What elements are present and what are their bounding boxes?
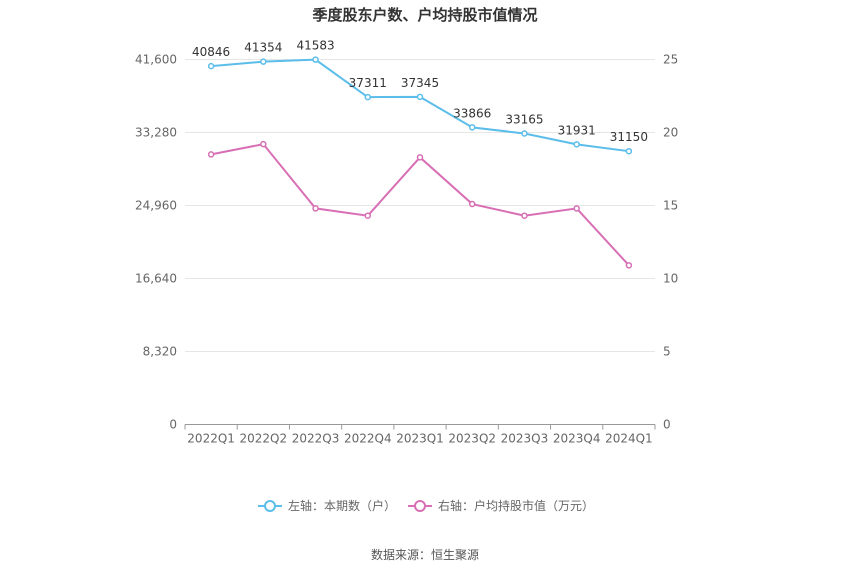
- data-point: [468, 124, 476, 131]
- data-point: [573, 205, 580, 212]
- x-axis-tick-label: 2023Q1: [396, 432, 444, 446]
- left-axis-tick-label: 0: [169, 418, 177, 432]
- data-label: 31150: [610, 130, 648, 144]
- x-axis-tick-label: 2022Q3: [292, 432, 340, 446]
- data-point: [625, 262, 633, 269]
- data-point: [364, 212, 372, 219]
- data-label: 31931: [558, 123, 596, 137]
- data-label: 41583: [296, 39, 334, 53]
- left-axis-tick-label: 8,320: [143, 345, 177, 359]
- data-point: [260, 58, 267, 65]
- data-point: [521, 130, 528, 137]
- legend[interactable]: 左轴：本期数（户） 右轴：户均持股市值（万元）: [258, 498, 594, 513]
- data-point: [625, 147, 633, 155]
- data-label: 33866: [453, 106, 491, 120]
- right-axis-tick-label: 15: [663, 199, 678, 213]
- data-source-note: 数据来源：恒生聚源: [371, 547, 479, 562]
- data-point: [416, 93, 424, 101]
- x-axis-tick-label: 2024Q1: [605, 432, 653, 446]
- data-point: [468, 200, 476, 208]
- series-line-shareholder-count: [211, 58, 630, 153]
- data-point: [207, 151, 215, 158]
- left-axis-tick-label: 41,600: [135, 53, 177, 67]
- x-axis-tick-label: 2023Q2: [448, 432, 496, 446]
- legend-marker: [414, 500, 426, 512]
- legend-label: 左轴：本期数（户）: [288, 498, 396, 513]
- x-axis-tick-label: 2022Q1: [187, 432, 235, 446]
- legend-marker: [264, 500, 276, 512]
- x-axis-tick-label: 2023Q3: [501, 432, 549, 446]
- data-label: 37345: [401, 76, 439, 90]
- data-label: 41354: [244, 41, 282, 55]
- left-axis-tick-label: 16,640: [135, 272, 177, 286]
- right-axis-tick-label: 20: [663, 126, 678, 140]
- right-axis-tick-label: 10: [663, 272, 678, 286]
- data-point: [573, 141, 580, 148]
- data-point: [312, 56, 319, 63]
- legend-item-shareholder-count[interactable]: 左轴：本期数（户）: [258, 498, 396, 513]
- data-label: 33165: [505, 113, 543, 127]
- data-label: 40846: [192, 45, 230, 59]
- right-axis-tick-label: 25: [663, 53, 678, 67]
- legend-item-avg-holding-value[interactable]: 右轴：户均持股市值（万元）: [408, 498, 594, 513]
- data-point: [364, 93, 372, 101]
- left-axis-tick-label: 24,960: [135, 199, 177, 213]
- series-line-avg-holding-value: [210, 143, 630, 267]
- data-point: [207, 62, 215, 70]
- axes: 0 0 8,320 5 16,640 10 24,960 15 33,280 20 41,600 25…: [135, 53, 678, 446]
- data-point: [260, 140, 267, 148]
- right-axis-tick-label: 0: [663, 418, 671, 432]
- right-axis-tick-label: 5: [663, 345, 671, 359]
- x-axis-tick-label: 2023Q4: [553, 432, 601, 446]
- data-point: [416, 154, 424, 161]
- chart-title: 季度股东户数、户均持股市值情况: [312, 6, 537, 24]
- legend-label: 右轴：户均持股市值（万元）: [438, 498, 594, 513]
- x-axis-tick-label: 2022Q4: [344, 432, 392, 446]
- left-axis-tick-label: 33,280: [135, 126, 177, 140]
- data-label: 37311: [349, 76, 387, 90]
- series: 40846 41354 41583 37311 37345 33866 33165 31931…: [192, 39, 648, 269]
- data-point: [312, 205, 319, 212]
- grid: [185, 59, 655, 352]
- data-point: [521, 212, 528, 219]
- x-axis-tick-label: 2022Q2: [240, 432, 288, 446]
